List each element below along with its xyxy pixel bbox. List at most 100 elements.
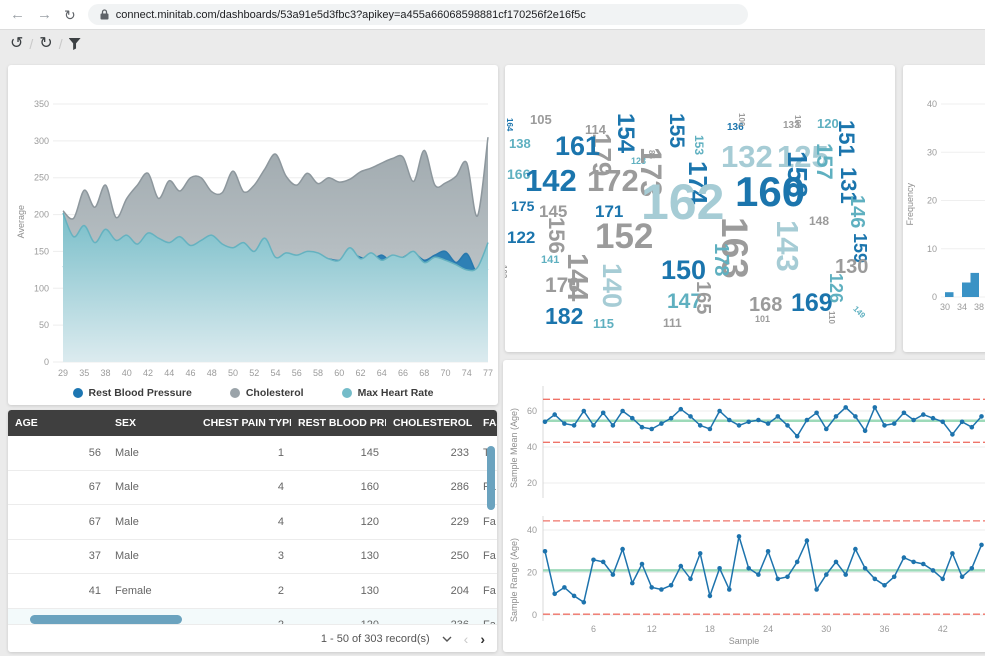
cloud-word: 156 (544, 217, 569, 254)
svg-text:42: 42 (143, 368, 153, 378)
forward-icon[interactable]: → (37, 6, 52, 23)
column-header[interactable]: FAS... (483, 417, 497, 429)
browser-chrome: ← → ↻ connect.minitab.com/dashboards/53a… (0, 0, 985, 30)
legend-dot (72, 388, 83, 398)
table-cell: 160 (360, 481, 379, 494)
svg-text:50: 50 (228, 368, 238, 378)
back-icon[interactable]: ← (10, 6, 25, 23)
averages-area-chart-widget: Average 0 50 100 150 200 250 300 350 29 35 38 40 42 4… (8, 65, 498, 405)
legend-item[interactable]: Cholesterol (229, 387, 304, 399)
svg-text:62: 62 (355, 368, 365, 378)
table-cell: 56 (88, 446, 101, 459)
range-chart: 0 20 40 6 12 18 24 30 36 42 (527, 516, 985, 634)
table-row[interactable]: 56Male1145233Tr (8, 436, 497, 471)
table-header-row: AGE SEX CHEST PAIN TYPE REST BLOOD PRESS...… (8, 410, 497, 436)
column-header[interactable]: REST BLOOD PRESS... (298, 417, 386, 429)
history-icon[interactable]: ↺ (10, 35, 24, 52)
next-page-button[interactable]: › (480, 630, 485, 647)
svg-text:40: 40 (527, 525, 537, 535)
column-header[interactable]: CHEST PAIN TYPE (203, 417, 291, 429)
previous-page-button[interactable]: ‹ (463, 630, 469, 647)
table-body: 56Male1145233Tr67Male4160286Fa67Male4120… (8, 436, 497, 643)
table-cell: 130 (360, 550, 379, 563)
svg-text:77: 77 (483, 368, 493, 378)
cloud-word: 140 (597, 263, 627, 309)
legend-dot (229, 388, 240, 398)
cloud-word: 158 (782, 151, 813, 198)
cloud-word: 143 (770, 220, 805, 272)
cloud-word: 178 (710, 243, 732, 277)
column-header[interactable]: AGE (15, 417, 38, 429)
table-cell: 1 (277, 446, 284, 459)
svg-text:64: 64 (377, 368, 387, 378)
cloud-word: 122 (507, 228, 536, 247)
svg-text:54: 54 (270, 368, 280, 378)
svg-text:38: 38 (100, 368, 110, 378)
svg-text:70: 70 (440, 368, 450, 378)
legend-label: Max Heart Rate (357, 387, 434, 399)
table-cell: Male (115, 550, 139, 563)
svg-text:56: 56 (292, 368, 302, 378)
table-pagination: 1 - 50 of 303 record(s) ‹ › (8, 624, 497, 652)
table-row[interactable]: 67 Male 4 120 229 Fa (8, 505, 497, 540)
cloud-word: 151 (834, 120, 859, 157)
cloud-word: 126 (826, 273, 846, 304)
cloud-word: 125 (777, 139, 829, 174)
table-cell: 4 (277, 481, 284, 494)
svg-text:30: 30 (821, 624, 831, 634)
table-cell: Fa (483, 515, 496, 528)
cloud-word: 175 (511, 198, 535, 214)
cloud-word: 100 (793, 115, 802, 129)
table-cell: 233 (450, 446, 469, 459)
table-cell: 286 (450, 481, 469, 494)
svg-text:30: 30 (927, 147, 937, 157)
horizontal-scrollbar[interactable] (30, 615, 182, 624)
sync-icon[interactable]: ↻ (39, 35, 53, 52)
cloud-word: 141 (541, 254, 560, 266)
table-cell: 250 (450, 550, 469, 563)
legend-label: Rest Blood Pressure (88, 387, 192, 399)
toolbar-divider: / (29, 36, 34, 52)
legend-item[interactable]: Rest Blood Pressure (72, 387, 192, 399)
vertical-scrollbar[interactable] (487, 446, 495, 510)
cloud-word: 168 (749, 294, 783, 316)
svg-text:46: 46 (185, 368, 195, 378)
column-header[interactable]: SEX (115, 417, 137, 429)
cloud-word: 110 (827, 311, 836, 324)
cloud-word: 172 (587, 163, 639, 198)
svg-text:60: 60 (527, 406, 537, 416)
cloud-word: 147 (667, 290, 703, 313)
cloud-word: 145 (539, 202, 568, 221)
address-bar[interactable]: connect.minitab.com/dashboards/53a91e5d3… (87, 4, 748, 25)
table-row[interactable]: 67Male4160286Fa (8, 470, 497, 505)
sample-xlabel: Sample (728, 636, 760, 646)
svg-text:250: 250 (34, 173, 49, 183)
table-cell: 41 (88, 584, 101, 597)
table-cell: 37 (88, 550, 101, 563)
legend-item[interactable]: Max Heart Rate (341, 387, 434, 399)
svg-text:0: 0 (44, 357, 49, 367)
table-cell: Male (115, 515, 139, 528)
svg-text:18: 18 (705, 624, 715, 634)
svg-text:35: 35 (79, 368, 89, 378)
cloud-word: 169 (791, 289, 833, 317)
page-size-dropdown[interactable] (442, 636, 452, 642)
table-cell: 130 (360, 584, 379, 597)
table-row[interactable]: 41 Female 2 130 204 Fa (8, 574, 497, 609)
table-row[interactable]: 37 Male 3 130 250 Fa (8, 539, 497, 574)
svg-text:36: 36 (879, 624, 889, 634)
area-chart-legend: Rest Blood Pressure Cholesterol Max Heart … (8, 387, 498, 399)
table-cell: 2 (277, 584, 284, 597)
svg-text:40: 40 (122, 368, 132, 378)
reload-icon[interactable]: ↻ (64, 6, 76, 23)
cloud-word: 182 (545, 303, 584, 329)
records-count-text: 1 - 50 of 303 record(s) (320, 632, 430, 645)
cloud-word: 100 (737, 113, 746, 127)
cloud-word: 114 (585, 122, 606, 137)
cloud-word: 132 (721, 139, 773, 174)
table-cell: Fa (483, 584, 496, 597)
filter-icon[interactable] (68, 38, 81, 50)
table-cell: 120 (360, 515, 379, 528)
cloud-word: 161 (555, 131, 601, 161)
column-header[interactable]: CHOLESTEROL (393, 417, 473, 429)
